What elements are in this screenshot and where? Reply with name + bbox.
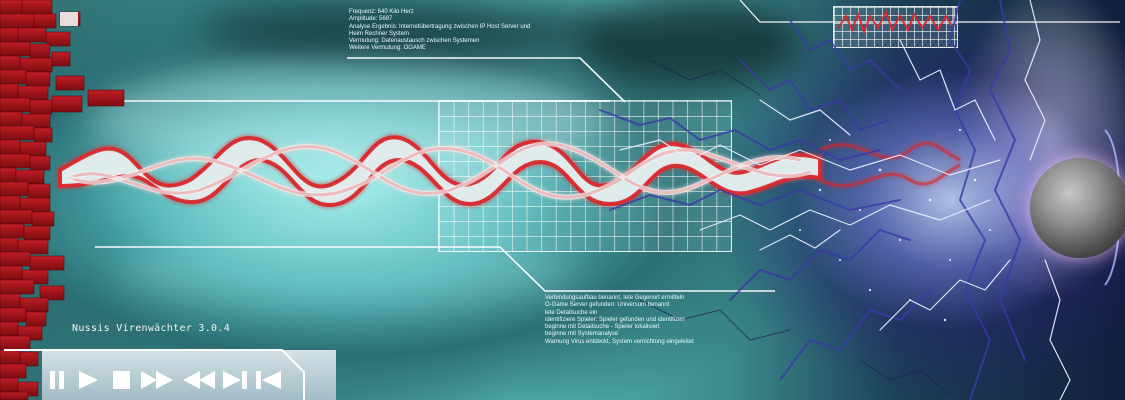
info-line: Analyse Ergebnis: Internetübertragung zw… [349, 23, 531, 30]
playback-control-bar [4, 349, 336, 400]
log-line: lete Detailsuche ein [545, 309, 598, 316]
app-title: Nussis Virenwächter 3.0.4 [72, 323, 231, 334]
log-line: Warnung Virus entdeckt, System vernichtu… [545, 338, 694, 345]
stop-icon [113, 371, 130, 389]
skip-next-button[interactable] [222, 370, 250, 390]
log-line: Verbindungsaufbau benannt, lete Gegenort… [545, 295, 685, 301]
frame-lines [95, 0, 1120, 292]
waveform [58, 135, 961, 208]
log-line: beginne mit Systemanalyse [545, 331, 619, 338]
skip-previous-icon [256, 371, 281, 389]
log-line: O-Game Server gefunden: Universum benann… [545, 302, 670, 309]
fast-forward-button[interactable] [140, 370, 174, 390]
pause-button[interactable] [46, 370, 68, 390]
log-line: identifiziere Spieler: Spieler gefunden … [545, 316, 685, 323]
skip-next-icon [223, 371, 247, 389]
lightning-bolts [599, 0, 1071, 400]
stop-button[interactable] [110, 370, 132, 390]
pause-icon [50, 371, 64, 389]
sparkles [799, 128, 991, 322]
info-line: Amplitude: 5687 [349, 16, 393, 23]
rewind-icon [183, 371, 215, 389]
log-line: beginne mit Detailsuche - Spieler lokali… [545, 324, 660, 331]
background-shadow [200, 0, 620, 60]
mini-waveform [837, 9, 953, 35]
play-icon [79, 371, 98, 389]
skip-previous-button[interactable] [254, 370, 282, 390]
scan-log-text: Verbindungsaufbau benannt, lete Gegenort… [545, 295, 765, 346]
control-frame [4, 349, 305, 400]
info-line: Weitere Vermutung: OGAME [349, 45, 426, 52]
info-line: Frequenz: 640 Kilo Herz [349, 9, 414, 15]
fast-forward-icon [141, 371, 173, 389]
info-line: Heim Rechner System [349, 30, 410, 37]
rewind-button[interactable] [182, 370, 216, 390]
analysis-info-text: Frequenz: 640 Kilo Herz Amplitude: 5687 … [349, 9, 569, 53]
play-button[interactable] [76, 370, 100, 390]
planet-sphere [1030, 158, 1125, 258]
control-panel-background [42, 350, 336, 400]
red-brick-column [0, 0, 125, 400]
info-line: Vermutung: Datenaustausch zwischen Syste… [349, 38, 480, 45]
